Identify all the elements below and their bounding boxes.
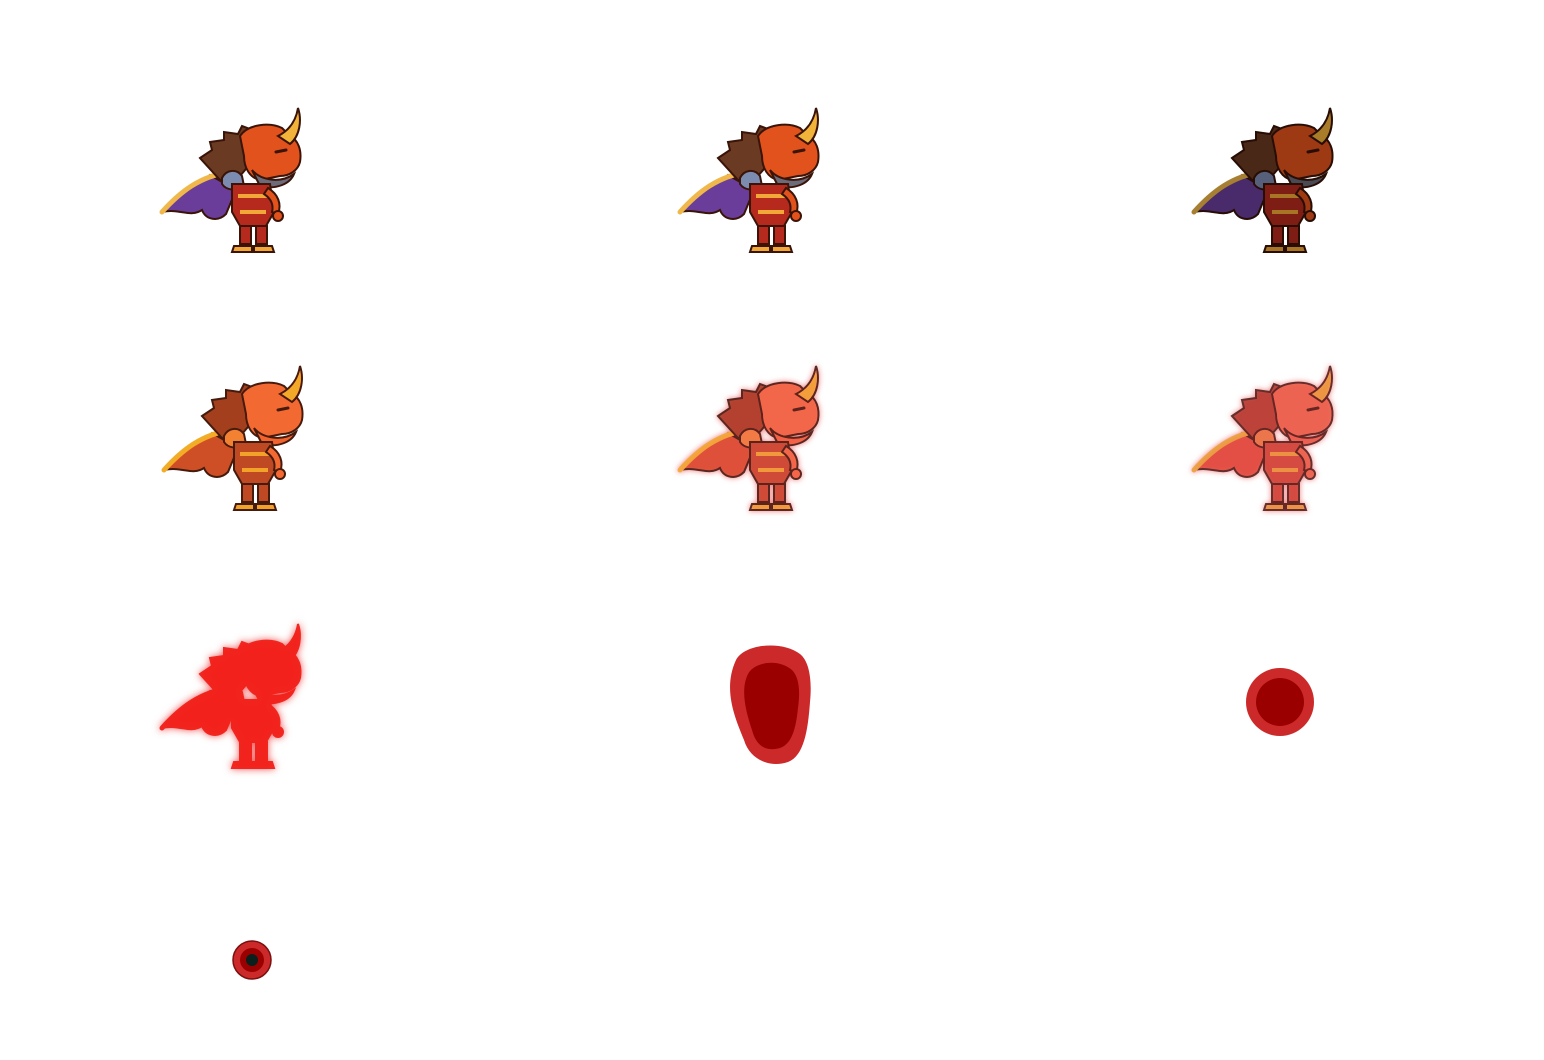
sprite-frame-2 [658,80,858,280]
sprite-frame-10 [152,860,352,1060]
sprite-frame-4 [142,338,342,538]
sprite-frame-1 [140,80,340,280]
sprite-frame-7 [140,596,340,796]
sprite-frame-5 [658,338,858,538]
sprite-frame-6 [1172,338,1372,538]
sprite-frame-8 [664,600,864,800]
sprite-frame-9 [1180,602,1380,802]
sprite-frame-3 [1172,80,1372,280]
sprite-sheet [0,0,1544,1034]
